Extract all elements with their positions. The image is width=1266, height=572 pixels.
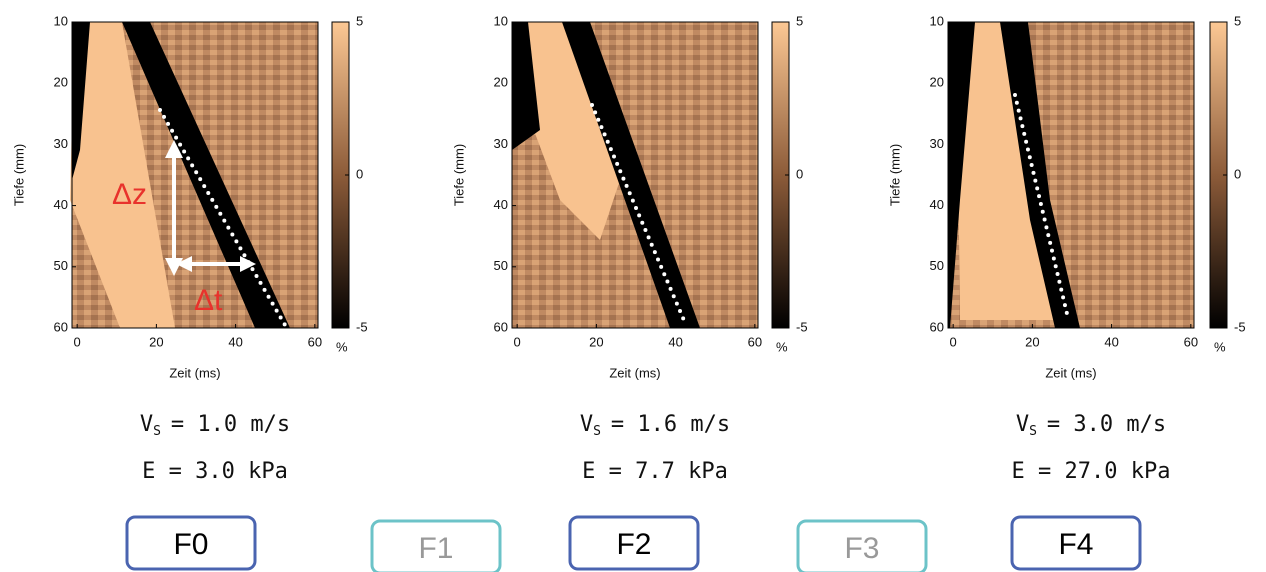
annotation: Δt — [194, 284, 223, 317]
colorbar-tick-label: 0 — [1234, 166, 1241, 181]
stage-label: F4 — [1058, 528, 1093, 561]
colorbar-unit: % — [776, 339, 788, 354]
colorbar-tick-label: -5 — [796, 319, 808, 334]
colorbar-tick-label: 0 — [796, 166, 803, 181]
y-tick-label: 50 — [930, 258, 944, 273]
y-tick-label: 40 — [54, 197, 68, 212]
x-axis-label: Zeit (ms) — [1045, 365, 1096, 380]
velocity-text: = 1.6 m/s — [611, 412, 730, 437]
modulus: E = 27.0 kPa — [1012, 459, 1171, 484]
y-tick-label: 60 — [54, 319, 68, 334]
velocity-subscript: S — [593, 424, 601, 439]
wave-light — [70, 22, 175, 328]
velocity-text: = 1.0 m/s — [171, 412, 290, 437]
x-tick-label: 20 — [149, 334, 163, 349]
wave-front — [562, 22, 700, 328]
colorbar-tick-label: -5 — [356, 319, 368, 334]
stage-box — [568, 515, 700, 571]
wave-dark — [72, 22, 90, 180]
y-tick-label: 20 — [494, 75, 508, 90]
modulus: E = 3.0 kPa — [142, 459, 288, 484]
wave-front — [122, 22, 290, 328]
colorbar-tick-label: 5 — [356, 13, 363, 28]
wave-dark — [948, 22, 975, 328]
y-tick-label: 10 — [930, 13, 944, 28]
fit-line — [158, 108, 287, 327]
colorbar-tick-label: -5 — [1234, 319, 1246, 334]
y-tick-label: 50 — [54, 258, 68, 273]
arrow-head — [240, 256, 256, 272]
x-tick-label: 40 — [228, 334, 242, 349]
colorbar-unit: % — [1214, 339, 1226, 354]
velocity: VS = 1.0 m/s — [140, 412, 290, 439]
wave-dark — [512, 22, 540, 150]
annotation: Δz — [112, 178, 147, 211]
x-tick-label: 60 — [748, 334, 762, 349]
velocity-symbol: V — [580, 412, 593, 437]
y-tick-label: 40 — [930, 197, 944, 212]
x-axis-label: Zeit (ms) — [609, 365, 660, 380]
x-tick-label: 20 — [589, 334, 603, 349]
x-tick-label: 40 — [668, 334, 682, 349]
y-tick-label: 60 — [930, 319, 944, 334]
y-axis-label: Tiefe (mm) — [11, 144, 26, 206]
colorbar-tick-label: 5 — [1234, 13, 1241, 28]
arrow-head — [176, 256, 192, 272]
velocity-text: = 3.0 m/s — [1047, 412, 1166, 437]
plot-frame — [947, 21, 1195, 329]
x-tick-label: 60 — [1184, 334, 1198, 349]
velocity-symbol: V — [1016, 412, 1029, 437]
stage-label: F3 — [844, 532, 879, 565]
stage-box — [370, 519, 502, 572]
y-tick-label: 40 — [494, 197, 508, 212]
y-tick-label: 10 — [54, 13, 68, 28]
stage-label: F1 — [418, 532, 453, 565]
x-tick-label: 0 — [950, 334, 957, 349]
y-axis-label: Tiefe (mm) — [451, 144, 466, 206]
velocity: VS = 3.0 m/s — [1016, 412, 1166, 439]
x-tick-label: 40 — [1104, 334, 1118, 349]
y-tick-label: 30 — [54, 136, 68, 151]
x-tick-label: 60 — [308, 334, 322, 349]
stage-box — [125, 515, 257, 571]
velocity: VS = 1.6 m/s — [580, 412, 730, 439]
stage-label: F2 — [616, 528, 651, 561]
velocity-symbol: V — [140, 412, 153, 437]
y-tick-label: 30 — [494, 136, 508, 151]
arrow-head — [165, 258, 183, 276]
y-tick-label: 30 — [930, 136, 944, 151]
x-tick-label: 0 — [514, 334, 521, 349]
fit-line — [1013, 93, 1070, 320]
y-tick-label: 20 — [930, 75, 944, 90]
x-tick-label: 20 — [1025, 334, 1039, 349]
colorbar-unit: % — [336, 339, 348, 354]
y-tick-label: 60 — [494, 319, 508, 334]
x-axis-label: Zeit (ms) — [169, 365, 220, 380]
colorbar-tick-label: 0 — [356, 166, 363, 181]
y-tick-label: 10 — [494, 13, 508, 28]
y-axis-label: Tiefe (mm) — [887, 144, 902, 206]
modulus: E = 7.7 kPa — [582, 459, 728, 484]
plot-frame — [511, 21, 759, 329]
y-tick-label: 50 — [494, 258, 508, 273]
stage-box — [796, 519, 928, 572]
wave-light — [958, 22, 1060, 320]
arrow-head — [165, 140, 183, 158]
stage-box — [1010, 515, 1142, 571]
y-tick-label: 20 — [54, 75, 68, 90]
plot-frame — [71, 21, 319, 329]
velocity-subscript: S — [1029, 424, 1037, 439]
wave-front — [1000, 22, 1080, 328]
wave-light — [528, 22, 620, 240]
x-tick-label: 0 — [74, 334, 81, 349]
stage-label: F0 — [173, 528, 208, 561]
velocity-subscript: S — [153, 424, 161, 439]
colorbar-tick-label: 5 — [796, 13, 803, 28]
fit-line — [590, 103, 688, 327]
